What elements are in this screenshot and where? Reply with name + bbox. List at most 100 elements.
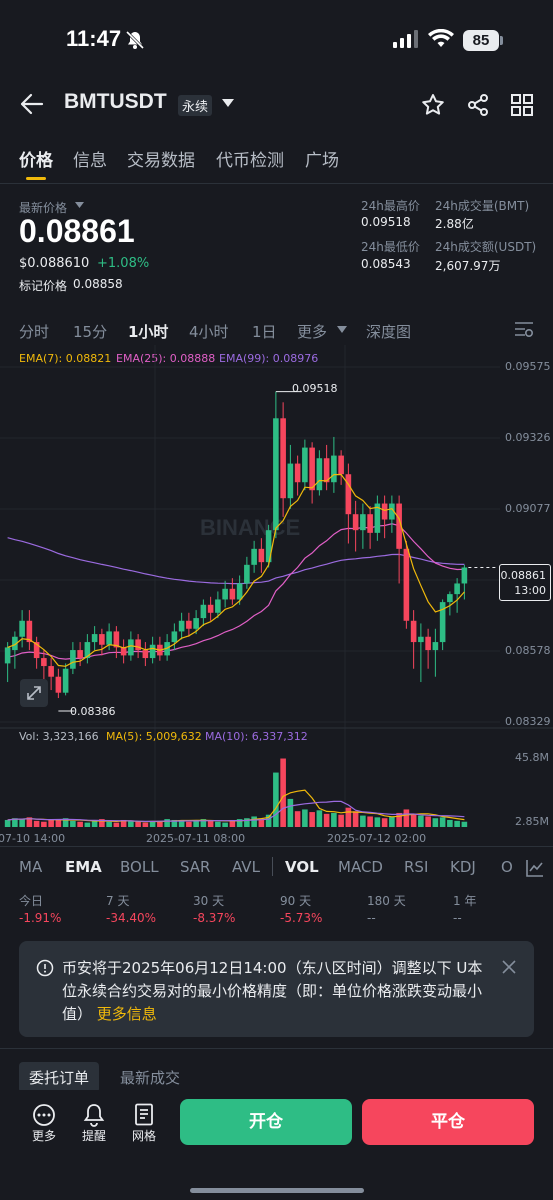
indicator-rsi[interactable]: RSI xyxy=(404,858,429,876)
grid-trading-icon[interactable] xyxy=(134,1103,156,1127)
price-axis-label: 0.09326 xyxy=(505,431,551,444)
indicator-ema[interactable]: EMA xyxy=(65,858,102,876)
candle-body xyxy=(70,650,76,669)
candle-body xyxy=(381,503,388,520)
performance-period-value: -5.73% xyxy=(280,911,323,925)
performance-period-label: 7 天 xyxy=(106,894,130,908)
candle-body xyxy=(120,647,127,656)
interval-1d[interactable]: 1日 xyxy=(252,323,277,341)
indicator-macd[interactable]: MACD xyxy=(338,858,383,876)
candle-body xyxy=(396,503,402,549)
grid-label[interactable]: 网格 xyxy=(132,1129,157,1143)
close-icon[interactable] xyxy=(502,960,516,974)
tab-latest-trades[interactable]: 最新成交 xyxy=(120,1069,181,1087)
indicator-ma[interactable]: MA xyxy=(19,858,43,876)
home-indicator xyxy=(190,1188,364,1193)
interval-1h[interactable]: 1小时 xyxy=(128,323,169,341)
candle-body xyxy=(410,620,417,643)
alert-label[interactable]: 提醒 xyxy=(82,1129,107,1143)
tab-token-check[interactable]: 代币检测 xyxy=(216,151,284,171)
high-24h-value: 0.09518 xyxy=(361,215,411,229)
candle-body xyxy=(135,639,141,651)
indicator-sar[interactable]: SAR xyxy=(180,858,211,876)
indicator-chart-icon xyxy=(526,860,543,877)
volume-bar xyxy=(222,822,228,827)
interval-15m[interactable]: 15分 xyxy=(73,323,108,341)
candle-body xyxy=(461,567,468,584)
last-price-caret-icon[interactable] xyxy=(75,202,84,209)
more-icon[interactable] xyxy=(32,1103,56,1127)
performance-period-label: 1 年 xyxy=(453,894,477,908)
interval-depth[interactable]: 深度图 xyxy=(366,323,412,341)
volume-bar xyxy=(164,819,170,827)
volume-ma-path xyxy=(7,789,465,823)
candle-body xyxy=(236,583,243,600)
share-icon[interactable] xyxy=(466,93,490,117)
candle-body xyxy=(171,631,178,643)
interval-more[interactable]: 更多 xyxy=(297,323,328,341)
candle-body xyxy=(273,418,279,531)
volume-bar xyxy=(287,798,294,827)
interval-4h[interactable]: 4小时 xyxy=(189,323,229,341)
indicator-settings-button[interactable] xyxy=(515,851,553,885)
volume-bar xyxy=(280,758,286,827)
candle-body xyxy=(99,634,105,645)
close-position-button[interactable]: 平仓 xyxy=(362,1099,534,1145)
grid-layout-icon[interactable] xyxy=(511,94,533,116)
candle-body xyxy=(244,564,250,584)
volume-bar xyxy=(273,772,279,827)
indicator-vol[interactable]: VOL xyxy=(285,858,319,876)
last-price-label[interactable]: 最新价格 xyxy=(19,201,68,215)
battery-tip xyxy=(500,36,503,45)
back-arrow-icon[interactable] xyxy=(20,93,44,115)
bell-muted-icon xyxy=(125,30,145,50)
symbol-title[interactable]: BMTUSDT xyxy=(64,90,167,113)
performance-period-value: -34.40% xyxy=(106,911,157,925)
candle-body xyxy=(84,642,91,659)
volume-bar xyxy=(113,822,120,827)
volume-bar xyxy=(99,819,105,827)
candle-body xyxy=(186,620,192,629)
tab-price[interactable]: 价格 xyxy=(19,151,53,171)
notice-more-link[interactable]: 更多信息 xyxy=(96,1005,157,1023)
interval-line[interactable]: 分时 xyxy=(19,323,50,341)
tab-active-indicator xyxy=(26,177,46,180)
volume-bar xyxy=(178,820,185,827)
candlestick-chart[interactable]: BINANCE xyxy=(0,345,553,845)
candle-body xyxy=(345,474,352,515)
tab-trading-data[interactable]: 交易数据 xyxy=(127,151,195,171)
tab-square[interactable]: 广场 xyxy=(305,151,339,171)
candle-body xyxy=(309,447,315,491)
candle-body xyxy=(229,588,236,600)
candle-body xyxy=(55,676,62,693)
wifi-icon xyxy=(428,29,454,47)
indicator-boll[interactable]: BOLL xyxy=(120,858,159,876)
volume-bar xyxy=(55,819,62,827)
ema25-line xyxy=(7,523,465,660)
indicator-obv[interactable]: O xyxy=(501,858,513,876)
volume-bar xyxy=(77,821,83,827)
candle-body xyxy=(287,463,294,499)
volume-bar xyxy=(294,811,301,827)
tab-info[interactable]: 信息 xyxy=(73,151,107,171)
tab-open-orders[interactable]: 委托订单 xyxy=(19,1062,100,1093)
chart-grid xyxy=(0,345,553,825)
notice-banner xyxy=(19,941,534,1037)
current-price-tag-time: 13:00 xyxy=(514,584,546,597)
ma10-legend: MA(10): 6,337,312 xyxy=(205,730,308,743)
caret-down-icon[interactable] xyxy=(221,98,235,108)
indicator-kdj[interactable]: KDJ xyxy=(450,858,476,876)
indicator-avl[interactable]: AVL xyxy=(232,858,260,876)
more-caret-icon[interactable] xyxy=(337,326,347,333)
candle-body xyxy=(331,455,337,483)
bell-icon[interactable] xyxy=(83,1103,105,1127)
time-axis-label: 2025-07-12 02:00 xyxy=(327,832,427,845)
candle-body xyxy=(338,455,344,475)
candle-body xyxy=(389,503,395,520)
more-label[interactable]: 更多 xyxy=(32,1129,57,1143)
chart-settings-icon[interactable] xyxy=(514,321,534,338)
star-icon[interactable] xyxy=(421,93,445,116)
expand-chart-button[interactable] xyxy=(20,679,48,707)
volume-bar xyxy=(171,819,178,827)
open-position-button[interactable]: 开仓 xyxy=(180,1099,352,1145)
